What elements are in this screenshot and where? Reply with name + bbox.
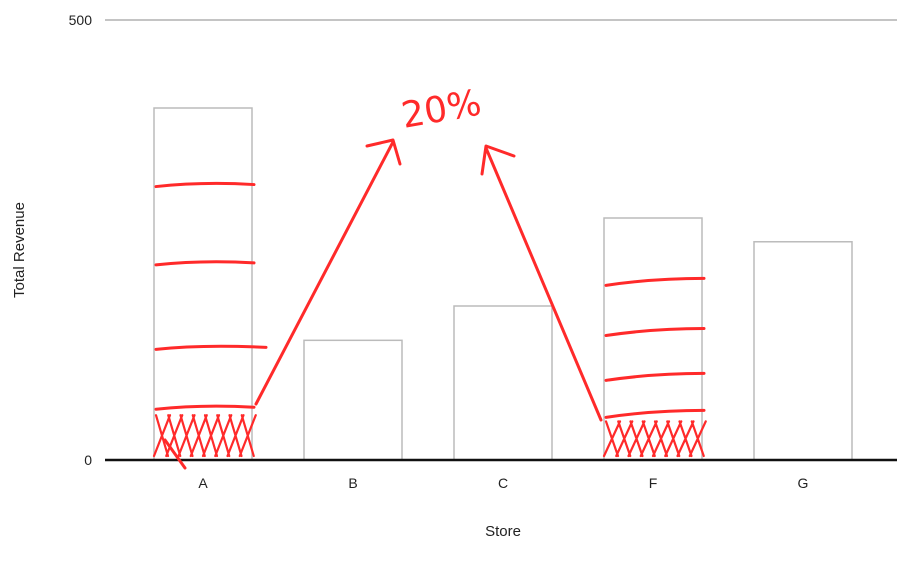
- bar-C: [453, 305, 553, 461]
- annotation-stroke: [604, 276, 706, 287]
- x-tick-label: A: [198, 475, 208, 491]
- y-axis-title: Total Revenue: [11, 202, 28, 298]
- y-tick-label: 500: [69, 12, 93, 28]
- annotation-scribble: [152, 414, 257, 458]
- x-axis-title: Store: [485, 523, 521, 540]
- arrow-right-head: [480, 144, 516, 176]
- annotation-stroke: [154, 344, 268, 351]
- x-tick-label: C: [498, 475, 508, 491]
- annotation-stroke: [604, 327, 706, 338]
- x-tick-label: G: [798, 475, 809, 491]
- annotation-arrows: [163, 138, 603, 470]
- annotation-stroke: [154, 260, 256, 267]
- annotation-stroke: [604, 408, 706, 419]
- hand-annotation-marks: [152, 181, 707, 458]
- x-tick-label: F: [649, 475, 658, 491]
- bar-G: [753, 241, 853, 461]
- y-tick-labels: 0 500: [69, 12, 93, 468]
- annotation-scribble: [602, 420, 707, 458]
- bar-B: [303, 339, 403, 461]
- arrow-left-shaft: [254, 140, 395, 406]
- x-tick-label: B: [348, 475, 357, 491]
- arrow-left-head: [365, 138, 402, 166]
- annotation-label: 20%: [398, 83, 484, 137]
- arrow-left-tail-hook: [163, 438, 187, 470]
- bar-F: [603, 217, 703, 461]
- annotation-stroke: [154, 181, 256, 189]
- annotation-stroke: [154, 404, 256, 411]
- bars-group: [153, 107, 853, 461]
- annotation-stroke: [604, 371, 706, 382]
- y-tick-label: 0: [84, 452, 92, 468]
- arrow-right-shaft: [484, 146, 603, 422]
